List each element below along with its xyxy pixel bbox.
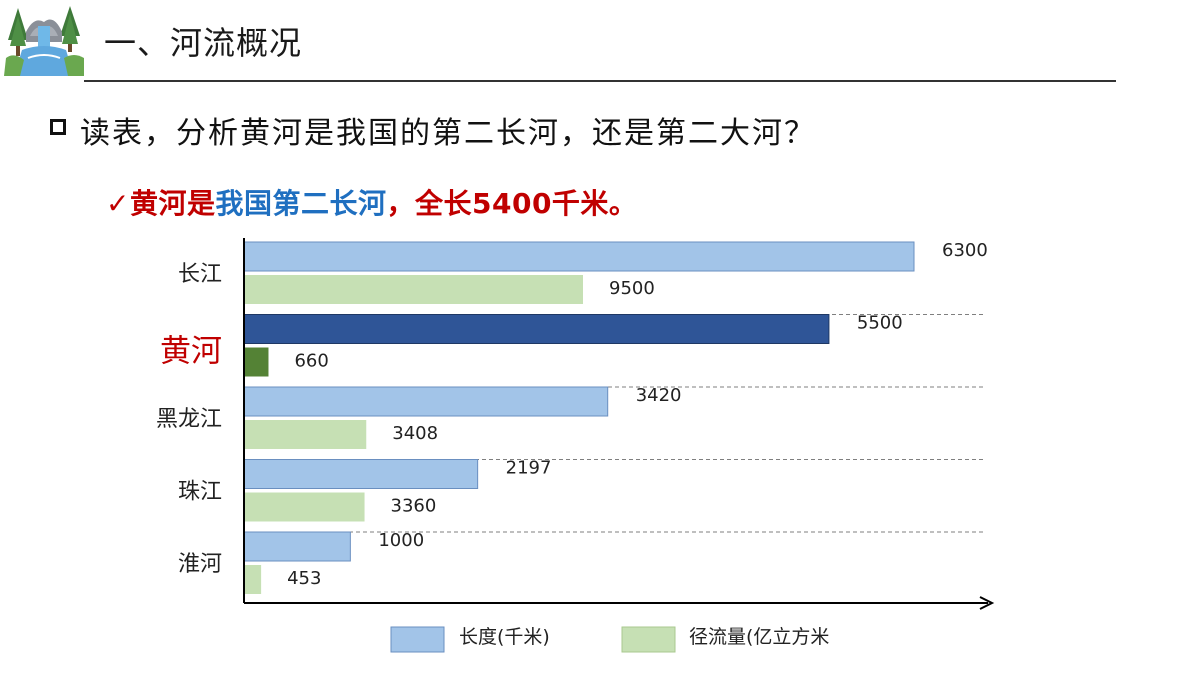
length-value-label: 1000 bbox=[378, 530, 424, 551]
answer-part-2: 我国第二长河 bbox=[215, 187, 387, 220]
length-bar bbox=[243, 459, 479, 489]
length-value-label: 6300 bbox=[942, 240, 988, 261]
discharge-bar bbox=[245, 492, 365, 522]
legend-swatch-length bbox=[390, 626, 445, 653]
category-label: 珠江 bbox=[178, 480, 222, 505]
answer-part-1: 黄河是 bbox=[129, 187, 216, 220]
question-text: 读表，分析黄河是我国的第二长河，还是第二大河？ bbox=[80, 116, 816, 151]
answer-text: ✓黄河是我国第二长河，全长5400千米。 bbox=[106, 182, 637, 222]
legend-label-length: 长度(千米) bbox=[459, 626, 550, 648]
discharge-bar bbox=[245, 420, 367, 449]
length-value-label: 3420 bbox=[636, 385, 682, 406]
title-divider bbox=[84, 80, 1116, 82]
length-value-label: 2197 bbox=[506, 458, 552, 479]
checkmark-icon: ✓ bbox=[106, 187, 130, 220]
length-bar bbox=[243, 241, 915, 272]
answer-part-3: ，全长5400千米。 bbox=[386, 187, 638, 220]
discharge-value-label: 660 bbox=[294, 351, 328, 372]
discharge-bar bbox=[245, 347, 269, 377]
discharge-bar bbox=[245, 275, 583, 304]
length-bar bbox=[243, 386, 609, 417]
waterfall-landscape-icon bbox=[4, 2, 84, 76]
discharge-bar bbox=[245, 565, 262, 594]
length-value-label: 5500 bbox=[857, 313, 903, 334]
x-axis-arrow bbox=[979, 596, 995, 610]
discharge-value-label: 3408 bbox=[392, 423, 438, 444]
discharge-value-label: 9500 bbox=[609, 278, 655, 299]
legend-label-discharge: 径流量(亿立方米 bbox=[689, 626, 829, 648]
checkbox-square-icon bbox=[50, 119, 66, 135]
discharge-value-label: 453 bbox=[287, 568, 321, 589]
category-label: 黄河 bbox=[160, 334, 222, 370]
discharge-value-label: 3360 bbox=[391, 496, 437, 517]
legend-swatch-discharge bbox=[621, 626, 676, 653]
length-bar bbox=[243, 531, 351, 562]
category-label: 黑龙江 bbox=[156, 407, 222, 432]
section-title: 一、河流概况 bbox=[104, 24, 303, 62]
category-label: 长江 bbox=[178, 262, 222, 287]
length-bar bbox=[243, 314, 830, 344]
category-label: 淮河 bbox=[178, 552, 222, 577]
